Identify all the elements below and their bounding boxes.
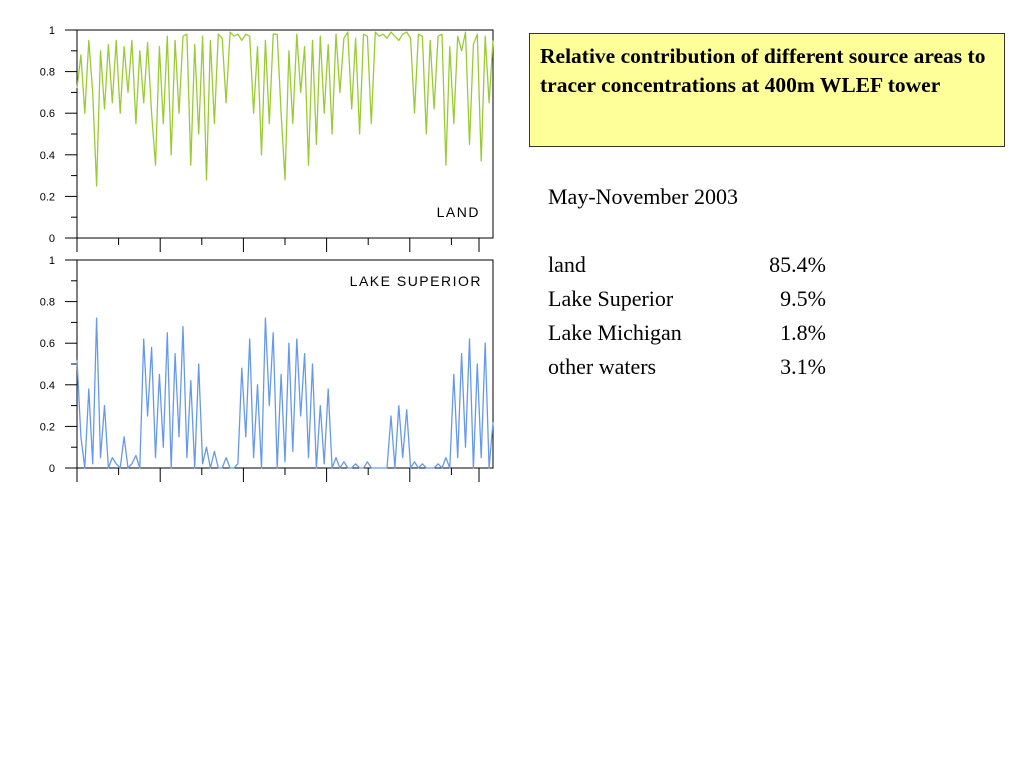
stat-value: 85.4% xyxy=(769,252,826,277)
contribution-stats: land 85.4% Lake Superior 9.5% Lake Michi… xyxy=(548,252,848,388)
y-tick-label: 0.4 xyxy=(40,380,55,392)
y-tick-label: 1 xyxy=(49,25,55,37)
y-tick-label: 0 xyxy=(49,463,55,475)
y-tick-label: 0.8 xyxy=(40,67,55,79)
stat-name: other waters xyxy=(548,354,657,379)
stat-value: 3.1% xyxy=(780,354,826,379)
series-line xyxy=(76,31,494,187)
title-box: Relative contribution of different sourc… xyxy=(529,33,1005,147)
stat-value: 9.5% xyxy=(780,286,826,311)
panel-label: LAKE SUPERIOR xyxy=(350,273,482,289)
y-tick-label: 0.2 xyxy=(40,421,55,433)
y-tick-label: 0.6 xyxy=(40,108,55,120)
stat-value: 1.8% xyxy=(780,320,826,345)
panel-label: LAND xyxy=(437,204,480,220)
y-tick-label: 0.2 xyxy=(40,191,55,203)
y-tick-label: 0.8 xyxy=(40,297,55,309)
stat-row-land: land 85.4% xyxy=(548,252,848,286)
land-panel: 0 0.2 0.4 0.6 0.8 1 LAND xyxy=(40,25,494,252)
y-tick-label: 1 xyxy=(49,255,55,267)
y-tick-label: 0.6 xyxy=(40,338,55,350)
stat-row-other-waters: other waters 3.1% xyxy=(548,354,848,388)
stat-row-lake-superior: Lake Superior 9.5% xyxy=(548,286,848,320)
title-text: Relative contribution of different sourc… xyxy=(540,44,986,97)
y-tick-label: 0 xyxy=(49,233,55,245)
plot-frame xyxy=(76,259,494,469)
lake-superior-panel: 0 0.2 0.4 0.6 0.8 1 LAKE SUPERIOR xyxy=(40,255,494,482)
charts-figure: 0 0.2 0.4 0.6 0.8 1 LAND 0 0.2 0.4 0.6 0.8 1 LAKE SU… xyxy=(40,25,494,482)
stat-row-lake-michigan: Lake Michigan 1.8% xyxy=(548,320,848,354)
stat-name: Lake Superior xyxy=(548,286,674,311)
stat-name: Lake Michigan xyxy=(548,320,682,345)
stat-name: land xyxy=(548,252,586,277)
period-label: May-November 2003 xyxy=(548,184,739,209)
y-tick-label: 0.4 xyxy=(40,150,55,162)
series-line xyxy=(76,317,494,469)
